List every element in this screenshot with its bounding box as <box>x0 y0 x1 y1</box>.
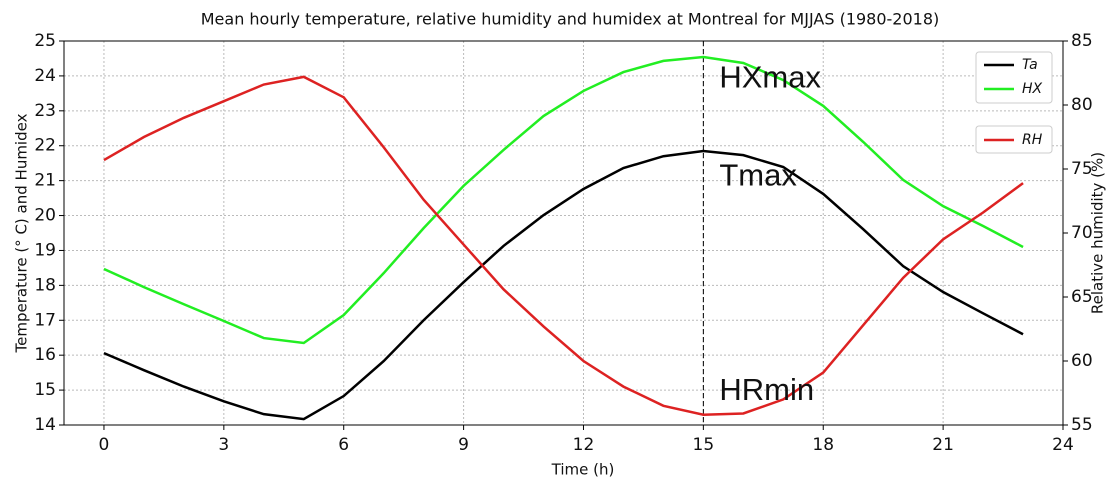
series-line <box>103 55 1024 345</box>
y-tick-label: 22 <box>34 136 56 156</box>
y2-tick-label: 70 <box>1071 223 1093 243</box>
x-tick-label: 24 <box>1052 435 1074 455</box>
y-tick-label: 16 <box>34 345 56 365</box>
plot-frame <box>63 40 1064 426</box>
y-tick-label: 19 <box>34 240 56 260</box>
annotation: Tmax <box>719 157 797 192</box>
y-tick-label: 24 <box>34 66 56 86</box>
annotation: HXmax <box>719 60 821 95</box>
x-tick-label: 12 <box>573 435 595 455</box>
annotation: HRmin <box>719 372 814 407</box>
y-tick-label: 17 <box>34 310 56 330</box>
y-axis-label: Temperature (° C) and Humidex <box>13 113 31 353</box>
y-tick-label: 23 <box>34 101 56 121</box>
y2-tick-label: 55 <box>1071 415 1093 435</box>
y2-tick-label: 85 <box>1071 31 1093 51</box>
y2-tick-label: 75 <box>1071 159 1093 179</box>
y2-tick-label: 60 <box>1071 351 1093 371</box>
x-tick-label: 3 <box>218 435 229 455</box>
y-tick-label: 25 <box>34 31 56 51</box>
chart-title: Mean hourly temperature, relative humidi… <box>201 10 940 29</box>
x-tick-label: 0 <box>99 435 110 455</box>
y-tick-label: 21 <box>34 171 56 191</box>
y-tick-label: 14 <box>34 415 56 435</box>
x-tick-label: 9 <box>458 435 469 455</box>
y-tick-label: 15 <box>34 380 56 400</box>
x-tick-label: 18 <box>812 435 834 455</box>
x-axis-label: Time (h) <box>551 461 615 479</box>
x-tick-label: 6 <box>338 435 349 455</box>
x-tick-label: 21 <box>932 435 954 455</box>
y2-tick-label: 80 <box>1071 95 1093 115</box>
y2-axis-label: Relative humidity (%) <box>1089 152 1107 314</box>
y-tick-label: 18 <box>34 275 56 295</box>
legend-label: RH <box>1022 132 1043 148</box>
series-line <box>103 75 1024 417</box>
y-tick-label: 20 <box>34 206 56 226</box>
legend-label: Ta <box>1022 57 1038 73</box>
y2-tick-label: 65 <box>1071 287 1093 307</box>
x-tick-label: 15 <box>693 435 715 455</box>
legend-label: HX <box>1022 81 1043 97</box>
series-line <box>103 149 1024 421</box>
